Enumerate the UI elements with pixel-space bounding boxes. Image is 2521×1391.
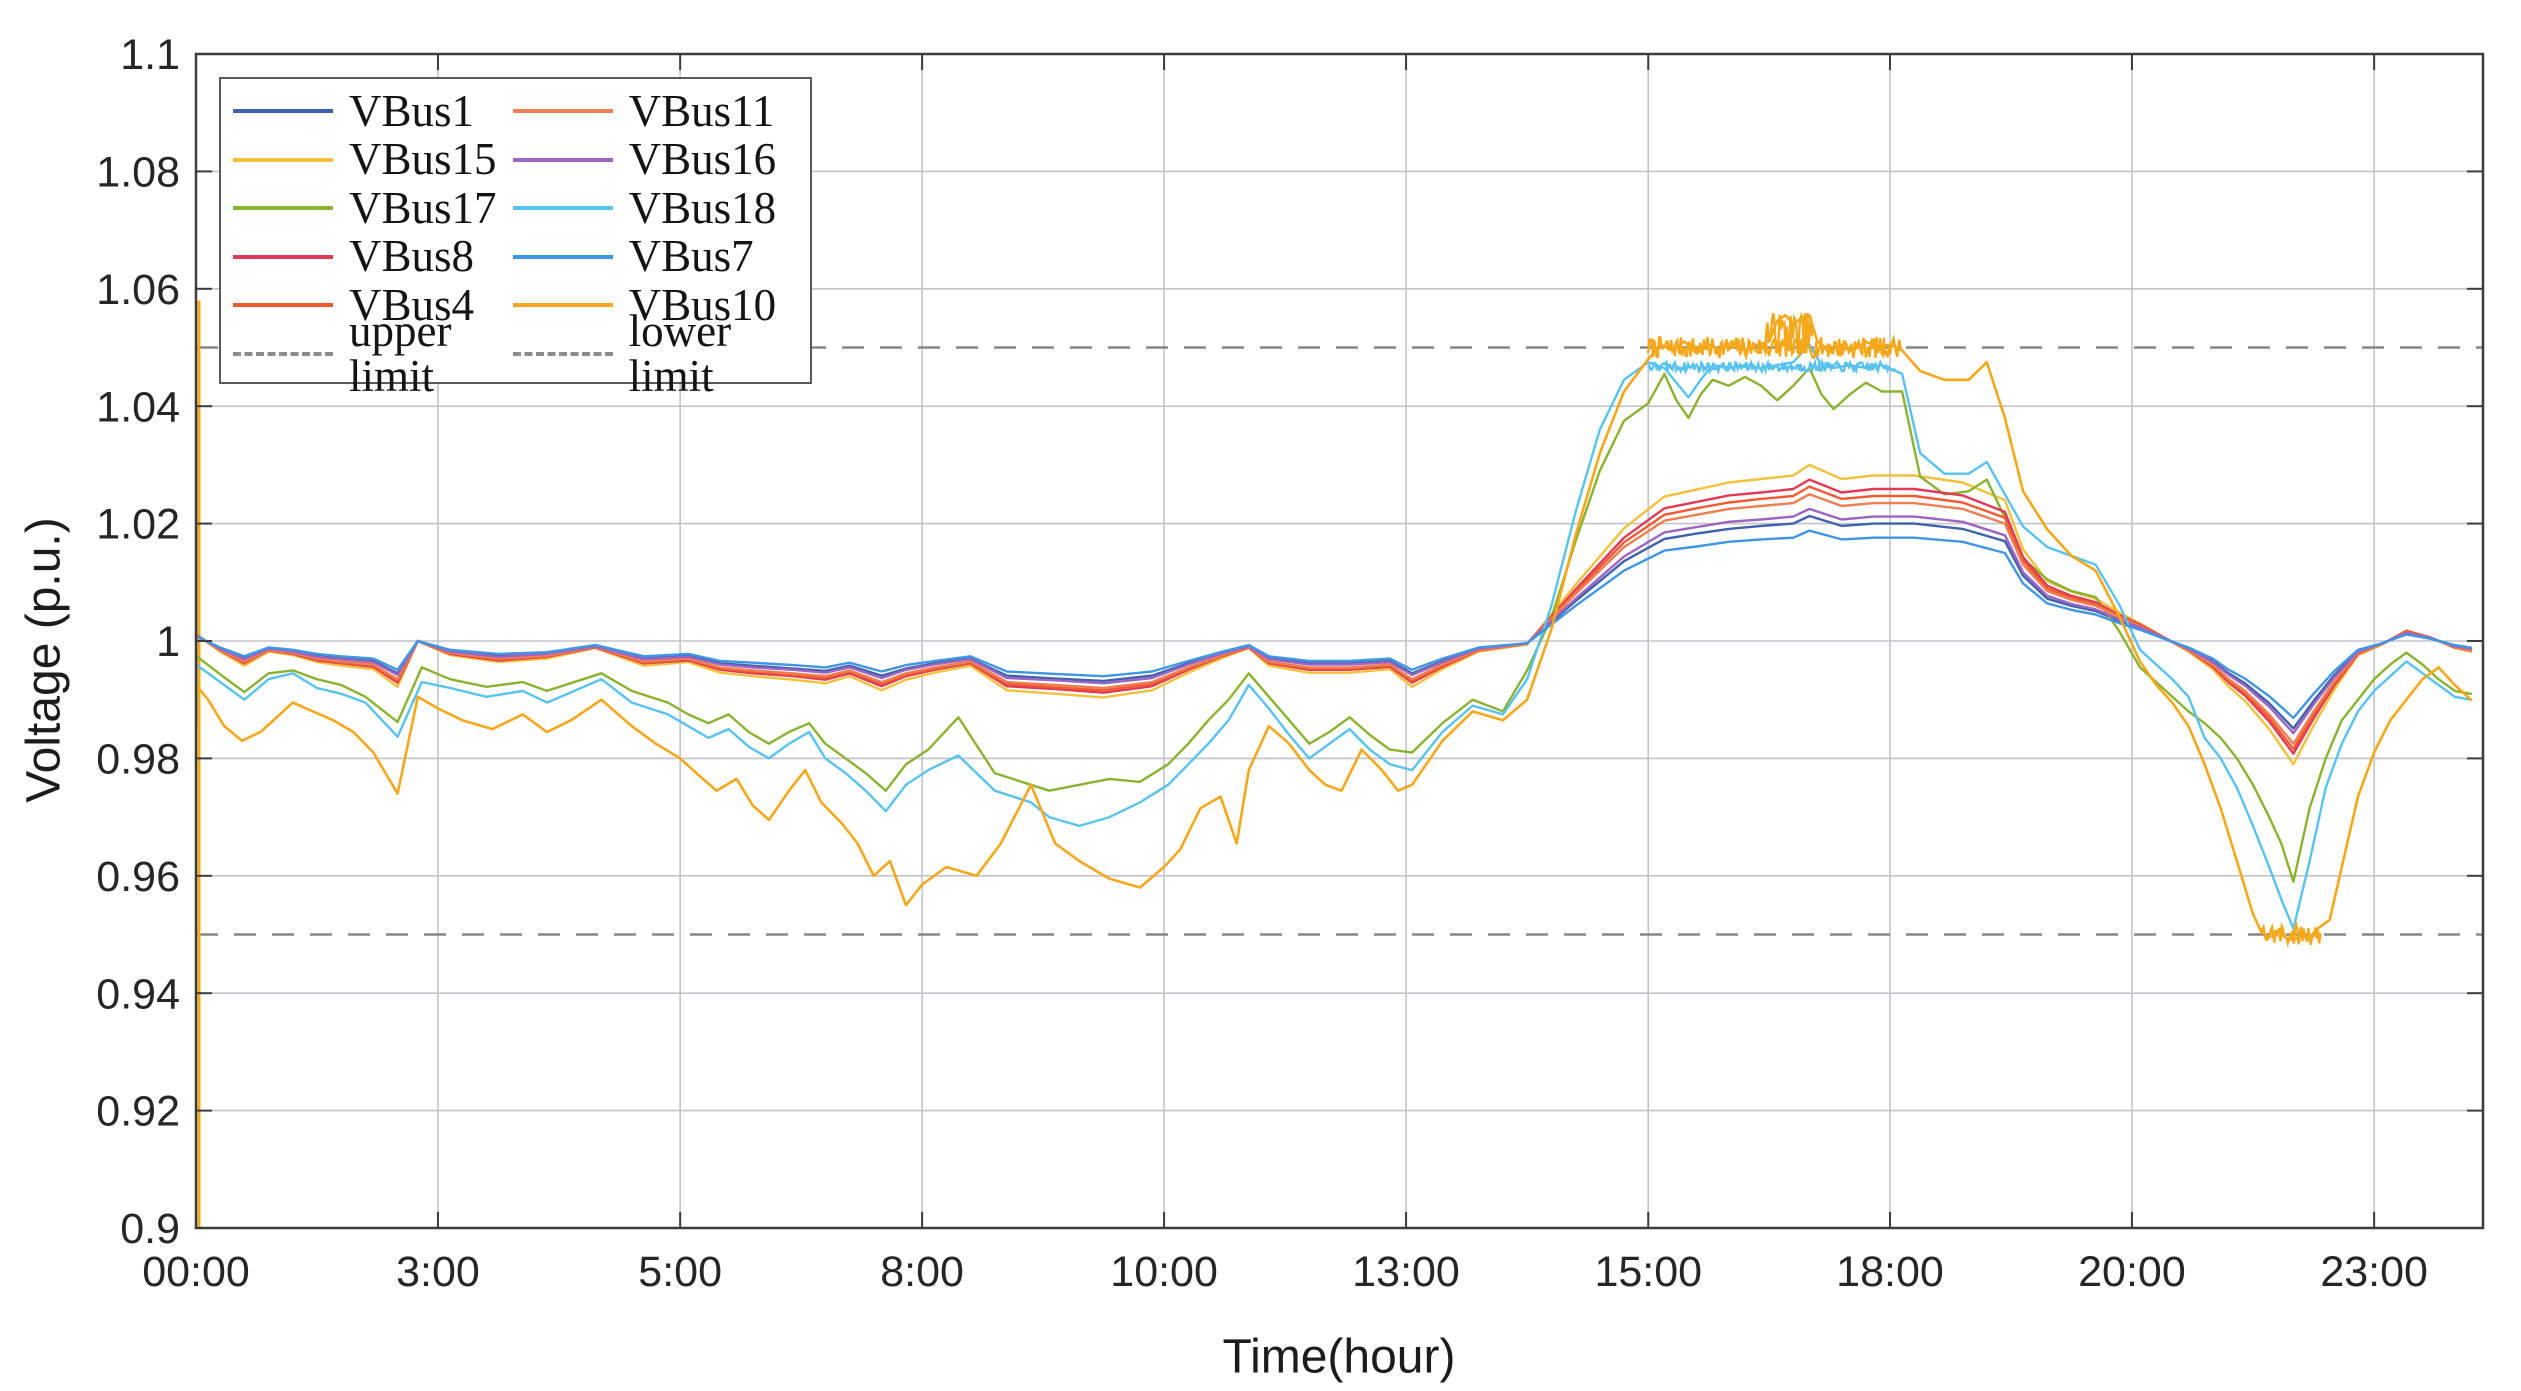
legend-item-VBus11: VBus11 [512,85,806,136]
legend-label: VBus11 [628,85,775,136]
legend-item-VBus1: VBus1 [233,87,513,136]
series-VBus10 [194,313,2473,942]
legend-swatch-icon [512,109,613,114]
legend-label: VBus18 [628,182,777,233]
x-tick-label: 3:00 [396,1248,480,1296]
legend-item-upper-limit: upper limit [233,308,513,398]
x-tick-label: 20:00 [2078,1248,2186,1296]
series-VBus16 [194,507,2473,735]
legend-swatch-icon [233,157,333,162]
legend-swatch-icon [512,303,613,308]
legend-item-VBus17: VBus17 [233,184,513,233]
series-VBus15 [194,463,2473,766]
y-tick-label: 1.04 [96,383,180,431]
series-VBus7 [194,529,2473,720]
legend-item-VBus4: VBus4 [233,281,513,330]
legend-label: VBus7 [628,231,754,282]
legend-label: lower limit [628,305,732,401]
y-tick-label: 1.1 [120,31,180,79]
legend-label: upper limit [349,305,452,401]
legend-label: VBus10 [628,279,777,330]
noise-band-VBus18 [1647,358,1896,376]
legend-item-VBus15: VBus15 [233,136,513,185]
y-tick-label: 0.92 [96,1088,180,1136]
legend-swatch-icon [512,254,613,259]
legend-swatch-icon [233,351,333,356]
x-tick-label: 8:00 [880,1248,964,1296]
legend-column-1: VBus1 VBus15 VBus17 VBus8 VBus4 upper limit [233,87,513,398]
x-tick-label: 13:00 [1352,1248,1460,1296]
noise-band-VBus10 [1647,333,1903,362]
x-tick-label: 23:00 [2320,1248,2428,1296]
series-VBus18 [194,343,2473,930]
legend-item-VBus7: VBus7 [512,231,806,282]
y-tick-label: 1.08 [96,148,180,196]
x-axis-title: Time(hour) [1222,1330,1456,1384]
x-tick-label: 10:00 [1110,1248,1218,1296]
legend-swatch-icon [233,254,333,259]
legend-item-VBus18: VBus18 [512,182,806,233]
legend-label: VBus15 [349,134,497,185]
x-tick-label: 18:00 [1836,1248,1944,1296]
x-tick-label: 00:00 [142,1248,250,1296]
legend-label: VBus8 [349,231,475,282]
y-tick-label: 1 [156,618,180,666]
y-tick-label: 0.96 [96,853,180,901]
y-tick-label: 0.98 [96,735,180,783]
legend-swatch-icon [233,303,333,308]
legend-swatch-icon [512,157,613,162]
series-VBus11 [194,493,2473,745]
legend: VBus1 VBus15 VBus17 VBus8 VBus4 upper limit VB… [219,77,812,398]
legend-label: VBus4 [349,279,475,330]
noise-band-VBus10 [1763,311,1814,354]
legend-swatch-icon [512,351,613,356]
noise-band-VBus10 [2260,920,2322,948]
legend-swatch-icon [512,206,613,211]
legend-label: VBus17 [349,182,497,233]
x-tick-label: 15:00 [1594,1248,1702,1296]
legend-label: VBus16 [628,134,777,185]
y-tick-label: 0.9 [120,1205,180,1253]
y-tick-label: 1.02 [96,501,180,549]
legend-label: VBus1 [349,85,475,136]
legend-swatch-icon [233,109,333,114]
legend-item-VBus8: VBus8 [233,233,513,282]
y-axis-title: Voltage (p.u.) [17,517,71,803]
legend-item-lower-limit: lower limit [512,308,806,398]
legend-column-2: VBus11 VBus16 VBus18 VBus7 VBus10 lower limit [512,85,806,398]
y-tick-label: 1.06 [96,266,180,314]
x-tick-label: 5:00 [638,1248,722,1296]
y-tick-label: 0.94 [96,970,180,1018]
legend-item-VBus10: VBus10 [512,279,806,330]
legend-swatch-icon [233,206,333,211]
legend-item-VBus16: VBus16 [512,134,806,185]
